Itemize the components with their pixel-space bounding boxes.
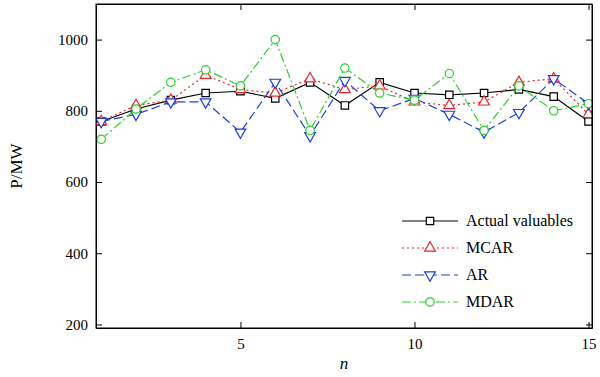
tick (414, 4, 415, 10)
legend-item: MDAR (402, 293, 514, 310)
tick-label: 10 (407, 336, 422, 352)
marker (341, 102, 348, 109)
legend-label: MCAR (466, 239, 513, 256)
marker (339, 77, 350, 86)
marker (270, 79, 281, 88)
marker (96, 118, 107, 127)
marker (583, 108, 592, 117)
tick-mark (414, 4, 415, 10)
legend-label: AR (466, 266, 489, 283)
tick-label: 400 (66, 246, 89, 262)
marker (410, 96, 418, 104)
marker (550, 107, 558, 115)
tick-label: 5 (237, 336, 245, 352)
marker (236, 82, 244, 90)
tick: 10 (407, 322, 422, 352)
marker (548, 76, 559, 85)
marker (446, 91, 453, 98)
marker (165, 99, 176, 108)
legend-marker (425, 242, 436, 251)
legend-item: AR (402, 266, 489, 283)
marker (271, 35, 279, 43)
x-axis-top (97, 4, 593, 10)
tick-mark (586, 40, 592, 41)
legend-item: MCAR (402, 239, 513, 256)
marker (374, 80, 385, 89)
tick-mark (96, 111, 102, 112)
tick-mark (586, 253, 592, 254)
y-axis-title: P/MW (7, 142, 26, 188)
tick-label: 1000 (58, 32, 88, 48)
marker (480, 126, 488, 134)
legend-marker (426, 298, 434, 306)
x-axis: 5 10 15 (97, 322, 597, 352)
marker (375, 89, 383, 97)
tick-mark (96, 324, 102, 325)
tick-mark (240, 4, 241, 10)
marker (550, 93, 557, 100)
tick-mark (414, 322, 415, 328)
tick-label: 600 (66, 174, 89, 190)
marker (515, 82, 523, 90)
marks (96, 35, 592, 143)
tick (586, 40, 592, 41)
tick-label: 800 (66, 103, 89, 119)
tick-mark (96, 40, 102, 41)
tick-mark (586, 324, 592, 325)
tick: 200 (66, 317, 103, 333)
marker (514, 109, 525, 118)
tick (240, 4, 241, 10)
tick-mark (240, 322, 241, 328)
chart: 5 10 15 200 400 600 800 1000 Actual valuables MCA… (0, 0, 600, 377)
tick (586, 324, 592, 325)
tick-mark (586, 182, 592, 183)
marker (444, 99, 455, 108)
marker (341, 64, 349, 72)
tick-label: 15 (582, 336, 597, 352)
tick-mark (96, 182, 102, 183)
marker (444, 111, 455, 120)
y-axis: 200 400 600 800 1000 (58, 5, 102, 333)
marker (585, 118, 592, 125)
legend-label: MDAR (466, 293, 514, 310)
legend-marker (426, 217, 433, 224)
marker (374, 108, 385, 117)
x-axis-title: n (340, 354, 349, 373)
marker (409, 96, 420, 105)
series-line (101, 40, 588, 140)
tick: 1000 (58, 32, 102, 48)
plot-frame (96, 4, 592, 328)
marker (409, 95, 420, 104)
tick: 400 (66, 246, 103, 262)
legend-marker (425, 272, 436, 281)
marker (235, 129, 246, 138)
marker (167, 78, 175, 86)
legend: Actual valuables MCAR AR MDAR (402, 212, 573, 310)
legend-label: Actual valuables (466, 212, 573, 229)
marker (97, 135, 105, 143)
marker (132, 105, 140, 113)
marker (584, 100, 592, 108)
marker (200, 99, 211, 108)
tick: 600 (66, 174, 103, 190)
tick (586, 182, 592, 183)
plot: 5 10 15 200 400 600 800 1000 Actual valuables MCA… (58, 4, 597, 352)
marker (201, 66, 209, 74)
marker (132, 105, 139, 112)
tick: 5 (237, 322, 245, 352)
tick: 15 (582, 322, 597, 352)
tick-mark (96, 253, 102, 254)
tick (589, 4, 590, 10)
legend-item: Actual valuables (402, 212, 573, 229)
marker (445, 69, 453, 77)
marker (306, 126, 314, 134)
tick: 800 (66, 103, 103, 119)
tick-label: 200 (66, 317, 89, 333)
marker (202, 89, 209, 96)
tick (586, 253, 592, 254)
marker (479, 96, 490, 105)
tick-mark (589, 4, 590, 10)
series-line (101, 82, 588, 121)
marker (305, 73, 316, 82)
